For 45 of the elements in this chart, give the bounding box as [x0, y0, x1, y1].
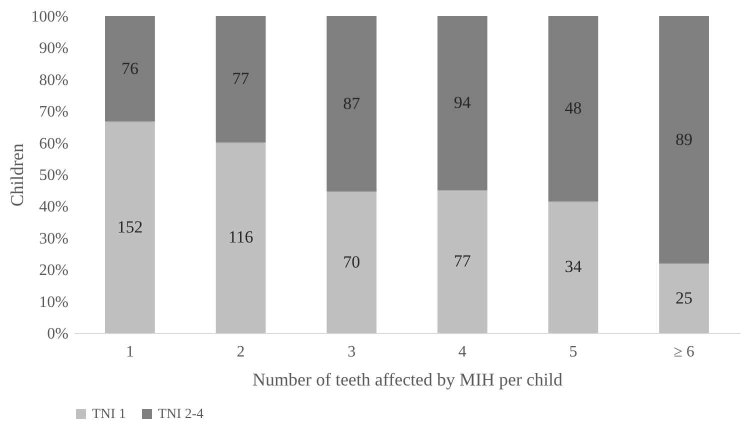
x-tick-label: 1	[126, 344, 134, 360]
y-tick-label: 60%	[39, 135, 68, 152]
y-axis-title: Children	[7, 144, 28, 206]
y-tick-label: 90%	[39, 40, 68, 58]
bar	[216, 142, 266, 333]
annotation: 48	[564, 98, 582, 118]
annotation: 70	[343, 252, 360, 272]
y-tick-label: 70%	[39, 104, 68, 121]
annotation: 116	[228, 228, 254, 247]
y-tick-label: 80%	[39, 72, 68, 89]
annotation: 76	[121, 58, 138, 78]
legend-label: TNI 1	[92, 407, 126, 422]
bar	[326, 192, 377, 333]
y-tick-label: 30%	[39, 230, 68, 248]
x-axis-title: Number of teeth affected by MIH per child	[252, 370, 563, 390]
y-tick-label: 10%	[39, 294, 68, 311]
annotation: 34	[564, 257, 582, 276]
bar	[437, 16, 488, 190]
bar	[659, 16, 709, 264]
legend-label: TNI 2-4	[158, 407, 204, 422]
y-tick-label: 20%	[39, 262, 68, 280]
annotation: 77	[454, 252, 472, 271]
annotation: 87	[343, 94, 361, 113]
x-tick-label: ≥ 6	[674, 344, 694, 360]
bar	[105, 16, 155, 122]
bar	[659, 264, 709, 333]
y-tick-label: 40%	[39, 198, 68, 216]
x-tick-label: 5	[569, 344, 578, 360]
annotation: 94	[454, 93, 472, 112]
bar	[548, 201, 598, 333]
annotation: 89	[676, 130, 693, 149]
bar	[437, 190, 488, 333]
bar	[216, 16, 266, 142]
annotation: 25	[676, 288, 693, 308]
bar	[548, 16, 598, 202]
y-tick-label: 0%	[47, 326, 68, 342]
x-tick-label: 2	[236, 344, 245, 360]
y-tick-label: 50%	[39, 167, 68, 184]
x-tick-label: 3	[348, 344, 356, 360]
annotation: 77	[232, 69, 250, 88]
annotation: 152	[117, 217, 143, 236]
bar	[105, 122, 155, 333]
x-tick-label: 4	[458, 344, 466, 360]
bar	[326, 16, 377, 192]
y-tick-label: 100%	[31, 8, 68, 26]
